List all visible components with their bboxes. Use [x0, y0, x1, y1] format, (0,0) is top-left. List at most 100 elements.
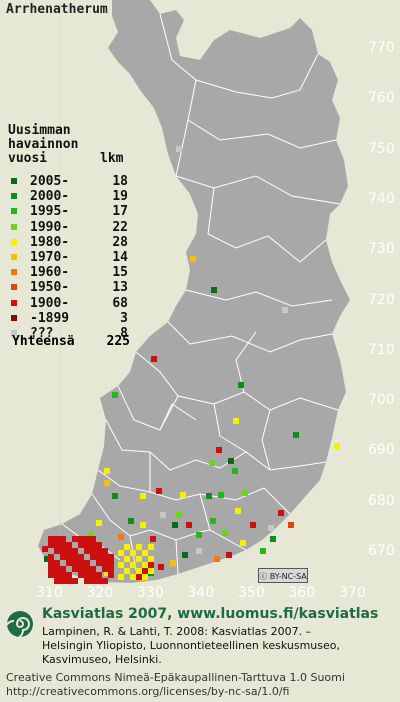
observation-square: [186, 522, 192, 528]
observation-square: [54, 572, 60, 578]
observation-square: [60, 542, 66, 548]
legend-row: 1950- 13: [8, 280, 138, 295]
observation-square: [142, 574, 148, 580]
legend-row-count: 17: [112, 204, 128, 220]
observation-square: [196, 548, 202, 554]
legend-row: -1899 3: [8, 311, 138, 326]
observation-square: [78, 536, 84, 542]
observation-square: [124, 544, 130, 550]
observation-square: [156, 488, 162, 494]
observation-square: [96, 520, 102, 526]
legend-row-count: 68: [112, 295, 128, 311]
observation-square: [60, 566, 66, 572]
observation-square: [218, 492, 224, 498]
observation-square: [293, 432, 299, 438]
x-tick-label: 310: [36, 585, 63, 601]
legend-swatch: [11, 330, 17, 336]
legend-row-count: 3: [120, 310, 128, 326]
observation-square: [48, 566, 54, 572]
observation-square: [54, 536, 60, 542]
observation-square: [66, 548, 72, 554]
observation-square: [233, 418, 239, 424]
legend-swatch: [11, 314, 17, 321]
observation-square: [104, 480, 110, 486]
legend-row: 1980- 28: [8, 235, 138, 250]
observation-square: [48, 560, 54, 566]
legend-row-label: 1950-: [30, 280, 70, 296]
x-tick-label: 360: [288, 585, 316, 601]
legend-row: 1990- 22: [8, 220, 138, 235]
observation-square: [118, 550, 124, 556]
y-tick-label: 710: [368, 341, 395, 358]
legend-header-line3: vuosi: [8, 151, 48, 166]
observation-square: [96, 548, 102, 554]
observation-square: [96, 578, 102, 584]
legend-row-count: 19: [112, 189, 128, 205]
observation-square: [96, 554, 102, 560]
kasviatlas-spiral-logo-icon: [6, 611, 33, 640]
legend-row-label: ???: [30, 326, 54, 341]
observation-square: [148, 556, 154, 562]
observation-square: [84, 566, 90, 572]
finland-map: [38, 0, 350, 584]
observation-square: [88, 532, 94, 538]
x-tick-label: 350: [238, 585, 265, 601]
observation-square: [124, 568, 130, 574]
observation-square: [118, 562, 124, 568]
legend-swatch: [11, 223, 17, 230]
observation-square: [268, 525, 274, 531]
legend-row-label: 1990-: [30, 219, 70, 235]
observation-square: [128, 518, 134, 524]
observation-square: [130, 550, 136, 556]
observation-square: [150, 536, 156, 542]
observation-square: [54, 560, 60, 566]
observation-square: [226, 552, 232, 558]
legend-row: 1995- 17: [8, 204, 138, 219]
observation-square: [60, 554, 66, 560]
legend-swatch: [11, 299, 17, 306]
y-tick-label: 730: [368, 241, 395, 258]
observation-square: [182, 552, 188, 558]
observation-square: [240, 540, 246, 546]
legend-row-label: 1980-: [30, 234, 70, 250]
footer-license-url[interactable]: http://creativecommons.org/licenses/by-n…: [6, 685, 290, 698]
observation-square: [104, 570, 110, 576]
observation-square: [48, 542, 54, 548]
observation-square: [172, 522, 178, 528]
footer-license-text: Creative Commons Nimeä-Epäkaupallinen-Ta…: [6, 671, 345, 684]
x-tick-label: 320: [86, 585, 114, 601]
observation-square: [84, 578, 90, 584]
observation-square: [136, 544, 142, 550]
observation-square: [216, 447, 222, 453]
footer-link[interactable]: Kasviatlas 2007, www.luomus.fi/kasviatla…: [42, 606, 379, 622]
observation-square: [102, 578, 108, 584]
observation-square: [90, 536, 96, 542]
observation-square: [78, 554, 84, 560]
observation-square: [288, 522, 294, 528]
observation-square: [66, 560, 72, 566]
observation-square: [60, 578, 66, 584]
observation-square: [148, 544, 154, 550]
observation-square: [78, 560, 84, 566]
legend-swatch: [11, 284, 17, 291]
legend-header-line2: havainnon: [8, 137, 79, 152]
observation-square: [140, 493, 146, 499]
legend-swatch: [11, 238, 17, 245]
observation-square: [136, 568, 142, 574]
observation-square: [260, 548, 266, 554]
legend-swatch: [11, 208, 17, 215]
observation-square: [238, 382, 244, 388]
legend-row-count: 14: [112, 250, 128, 265]
legend-count-header: lkm: [100, 151, 124, 166]
observation-square: [211, 287, 217, 293]
cc-icon: ⓒ: [259, 572, 270, 581]
observation-square: [112, 493, 118, 499]
legend-row: 1960- 15: [8, 265, 138, 280]
y-tick-label: 690: [368, 442, 395, 459]
region-borders: [61, 13, 341, 575]
legend-row-label: 1970-: [30, 250, 70, 265]
observation-square: [60, 572, 66, 578]
legend-row-count: 13: [112, 280, 128, 296]
observation-square: [72, 560, 78, 566]
legend-header: Uusimman havainnon vuosi lkm: [8, 124, 123, 166]
